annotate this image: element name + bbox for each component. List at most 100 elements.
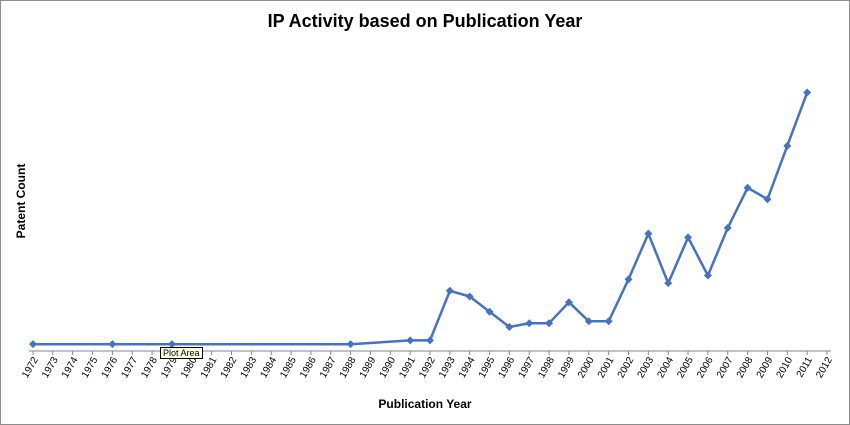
data-point-2001 [604, 317, 613, 326]
x-tick-2006: 2006 [695, 351, 716, 380]
x-tick-2000: 2000 [576, 351, 597, 380]
x-tick-label: 1977 [119, 355, 140, 380]
x-tick-1978: 1978 [139, 351, 160, 380]
data-point-1993 [445, 286, 454, 295]
x-tick-label: 2003 [636, 355, 657, 380]
x-tick-label: 1995 [477, 355, 498, 380]
x-tick-2011: 2011 [795, 351, 815, 379]
data-point-1991 [406, 336, 415, 345]
x-tick-1976: 1976 [100, 351, 121, 380]
x-tick-2004: 2004 [655, 351, 676, 380]
data-point-2008 [743, 183, 752, 192]
x-tick-1999: 1999 [556, 351, 577, 380]
data-point-1976 [108, 340, 117, 349]
data-point-1999 [564, 298, 573, 307]
data-point-2003 [644, 229, 653, 238]
x-tick-label: 1984 [258, 355, 279, 380]
data-point-2005 [684, 233, 693, 242]
x-tick-1985: 1985 [278, 351, 299, 380]
x-tick-2008: 2008 [735, 351, 756, 380]
data-point-1995 [485, 307, 494, 316]
x-tick-1993: 1993 [437, 351, 458, 380]
x-tick-2010: 2010 [775, 351, 796, 380]
x-tick-1989: 1989 [358, 351, 379, 380]
x-tick-label: 1978 [139, 355, 160, 380]
x-tick-label: 1989 [358, 355, 379, 380]
data-point-2006 [703, 271, 712, 280]
x-tick-label: 2012 [814, 355, 835, 380]
x-tick-1997: 1997 [516, 351, 537, 380]
x-tick-label: 2010 [775, 355, 796, 380]
data-point-2009 [763, 195, 772, 204]
data-point-2010 [783, 141, 792, 150]
x-tick-1977: 1977 [119, 351, 140, 380]
x-tick-1998: 1998 [536, 351, 557, 380]
x-tick-1972: 1972 [20, 351, 41, 380]
x-tick-1983: 1983 [239, 351, 260, 380]
x-tick-label: 2004 [655, 355, 676, 380]
x-tick-label: 1994 [457, 355, 478, 380]
data-point-2000 [584, 317, 593, 326]
x-tick-label: 1983 [239, 355, 260, 380]
x-tick-label: 2008 [735, 355, 756, 380]
data-point-1979 [167, 340, 176, 349]
x-tick-2003: 2003 [636, 351, 657, 380]
x-tick-label: 2006 [695, 355, 716, 380]
x-tick-label: 1976 [100, 355, 121, 380]
x-tick-label: 1988 [338, 355, 359, 380]
x-tick-label: 2005 [675, 355, 696, 380]
data-point-1972 [29, 340, 37, 349]
x-tick-1995: 1995 [477, 351, 498, 380]
x-tick-label: 2002 [616, 355, 637, 380]
x-tick-label: 1986 [298, 355, 319, 380]
x-tick-label: 1987 [318, 355, 339, 380]
x-tick-label: 2000 [576, 355, 597, 380]
x-tick-label: 2007 [715, 355, 736, 380]
x-tick-label: 1998 [536, 355, 557, 380]
x-tick-1982: 1982 [219, 351, 240, 380]
x-tick-label: 1996 [497, 355, 518, 380]
x-tick-1996: 1996 [497, 351, 518, 380]
x-tick-1990: 1990 [378, 351, 399, 380]
x-tick-1992: 1992 [417, 351, 438, 380]
x-tick-label: 1990 [378, 355, 399, 380]
data-point-2004 [664, 279, 673, 288]
x-tick-2009: 2009 [755, 351, 776, 380]
x-tick-label: 1985 [278, 355, 299, 380]
x-tick-1994: 1994 [457, 351, 478, 380]
x-tick-label: 2001 [596, 355, 617, 380]
x-tick-1988: 1988 [338, 351, 359, 380]
data-point-1988 [346, 340, 355, 349]
data-point-1998 [545, 319, 554, 328]
x-tick-1991: 1991 [397, 351, 418, 380]
plot-area-tooltip: Plot Area [160, 347, 203, 359]
x-tick-label: 1982 [219, 355, 240, 380]
x-tick-2005: 2005 [675, 351, 696, 380]
x-tick-2012: 2012 [814, 351, 835, 380]
x-tick-1984: 1984 [258, 351, 279, 380]
x-tick-2007: 2007 [715, 351, 736, 380]
series-line [33, 91, 809, 346]
x-tick-label: 1999 [556, 355, 577, 380]
x-tick-label: 1974 [60, 355, 81, 380]
data-point-1996 [505, 323, 514, 332]
x-tick-1975: 1975 [80, 351, 101, 380]
x-tick-label: 1975 [80, 355, 101, 380]
x-tick-label: 2011 [795, 355, 815, 380]
data-point-2007 [723, 223, 732, 232]
x-tick-1974: 1974 [60, 351, 81, 380]
data-point-1992 [426, 336, 434, 345]
x-tick-label: 1997 [516, 355, 537, 380]
data-point-2011 [803, 88, 812, 97]
chart-title: IP Activity based on Publication Year [267, 11, 583, 31]
x-tick-label: 1992 [417, 355, 438, 380]
x-tick-1986: 1986 [298, 351, 319, 380]
x-axis-label: Publication Year [378, 397, 472, 411]
x-tick-1973: 1973 [40, 351, 61, 380]
data-point-1997 [525, 319, 534, 328]
x-tick-label: 1973 [40, 355, 61, 380]
x-tick-label: 1991 [397, 355, 418, 380]
data-point-1994 [465, 292, 474, 301]
